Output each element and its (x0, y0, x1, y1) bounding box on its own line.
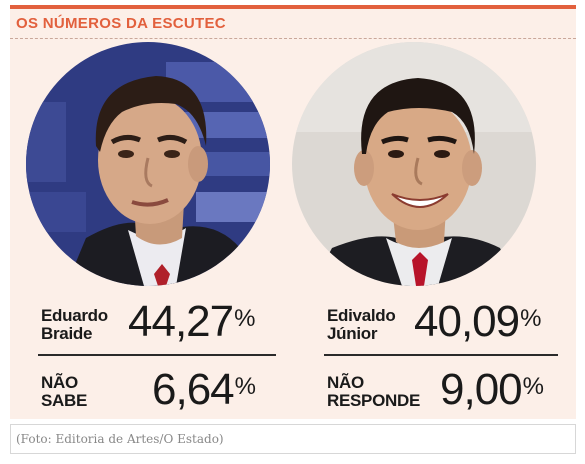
headline-divider (10, 38, 576, 39)
row-divider-right (324, 354, 558, 356)
headline: OS NÚMEROS DA ESCUTEC (16, 15, 226, 32)
photo-credit: (Foto: Editoria de Artes/O Estado) (16, 432, 224, 446)
top-accent-rule (10, 5, 576, 9)
value-nao-sabe: 6,64% (152, 365, 256, 414)
candidate-value-eduardo-braide: 44,27% (128, 297, 255, 346)
candidate-photo-edivaldo-junior (292, 42, 536, 286)
candidate-value-edivaldo-junior: 40,09% (414, 297, 541, 346)
candidate-name-eduardo-braide: Eduardo Braide (41, 306, 108, 343)
label-nao-sabe: NÃO SABE (41, 373, 88, 410)
row-divider-left (38, 354, 276, 356)
candidate-name-edivaldo-junior: Edivaldo Júnior (327, 306, 396, 343)
photo-credit-box: (Foto: Editoria de Artes/O Estado) (10, 424, 576, 454)
label-nao-responde: NÃO RESPONDE (327, 373, 421, 410)
candidate-photo-eduardo-braide (26, 42, 270, 286)
value-nao-responde: 9,00% (440, 365, 544, 414)
